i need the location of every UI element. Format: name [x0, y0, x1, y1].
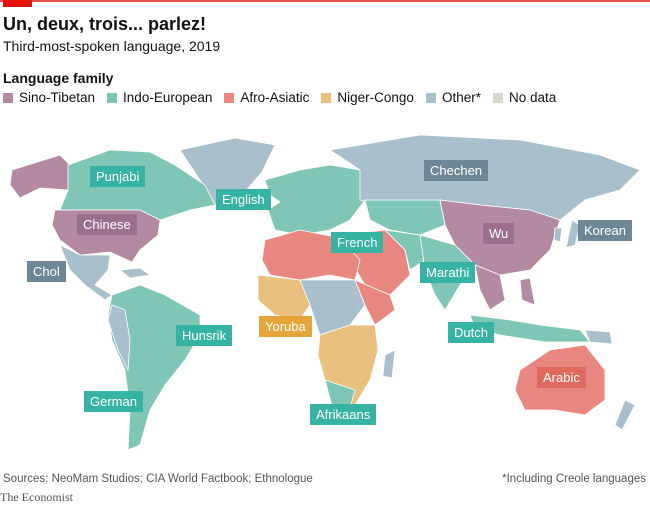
- chart-subtitle: Third-most-spoken language, 2019: [3, 38, 221, 54]
- legend-item: No data: [492, 90, 557, 105]
- legend-swatch: [224, 92, 235, 103]
- region-madagascar: [382, 349, 396, 379]
- language-label-yoruba: Yoruba: [259, 316, 312, 337]
- language-label-chinese: Chinese: [77, 214, 137, 235]
- top-rule: [0, 0, 650, 2]
- language-label-punjabi: Punjabi: [90, 166, 146, 187]
- legend-label: Indo-European: [123, 90, 213, 105]
- region-caribbean: [118, 267, 152, 279]
- region-new-zealand: [614, 399, 636, 431]
- region-central-asia: [364, 199, 446, 236]
- legend-label: Niger-Congo: [337, 90, 414, 105]
- legend-item: Afro-Asiatic: [224, 90, 309, 105]
- language-label-afrikaans: Afrikaans: [310, 404, 377, 425]
- brand-tag: [3, 0, 32, 7]
- legend-swatch: [321, 92, 332, 103]
- legend-swatch: [3, 92, 13, 103]
- legend-item: Niger-Congo: [321, 90, 414, 105]
- legend-item: Indo-European: [107, 90, 212, 105]
- legend-label: Sino-Tibetan: [19, 90, 96, 105]
- language-label-wu: Wu: [483, 223, 515, 244]
- region-png: [584, 329, 613, 345]
- legend-item: Other*: [425, 90, 481, 105]
- language-label-chechen: Chechen: [424, 160, 489, 181]
- region-se-asia: [474, 264, 506, 311]
- region-alaska: [9, 154, 71, 199]
- region-mexico: [59, 244, 113, 301]
- legend-label: Afro-Asiatic: [240, 90, 310, 105]
- legend-swatch: [107, 92, 118, 103]
- legend-swatch: [425, 92, 436, 103]
- legend-title: Language family: [3, 70, 114, 86]
- legend-label: No data: [508, 90, 557, 105]
- language-label-hunsrik: Hunsrik: [176, 325, 233, 346]
- language-label-chol: Chol: [27, 261, 66, 282]
- language-label-arabic: Arabic: [537, 367, 586, 388]
- region-east-africa: [354, 279, 396, 326]
- language-label-marathi: Marathi: [420, 262, 476, 283]
- region-iran: [383, 229, 426, 271]
- brand-logo: The Economist: [0, 490, 73, 504]
- region-andes: [107, 304, 131, 372]
- region-philippines: [519, 277, 536, 306]
- footnote: *Including Creole languages: [502, 473, 646, 485]
- legend-label: Other*: [441, 90, 481, 105]
- region-japan: [565, 219, 581, 249]
- language-label-dutch: Dutch: [448, 322, 494, 343]
- chart-title: Un, deux, trois... parlez!: [3, 14, 207, 34]
- legend: Sino-Tibetan Indo-European Afro-Asiatic Nig…: [3, 90, 556, 105]
- language-label-german: German: [84, 391, 143, 412]
- language-label-korean: Korean: [578, 220, 632, 241]
- language-label-french: French: [331, 232, 384, 253]
- region-korea: [553, 227, 563, 243]
- legend-swatch: [492, 92, 503, 103]
- legend-item: Sino-Tibetan: [3, 90, 95, 105]
- language-label-english: English: [216, 189, 271, 210]
- sources: Sources: NeoMam Studios; CIA World Factb…: [3, 473, 313, 485]
- region-europe: [264, 164, 366, 236]
